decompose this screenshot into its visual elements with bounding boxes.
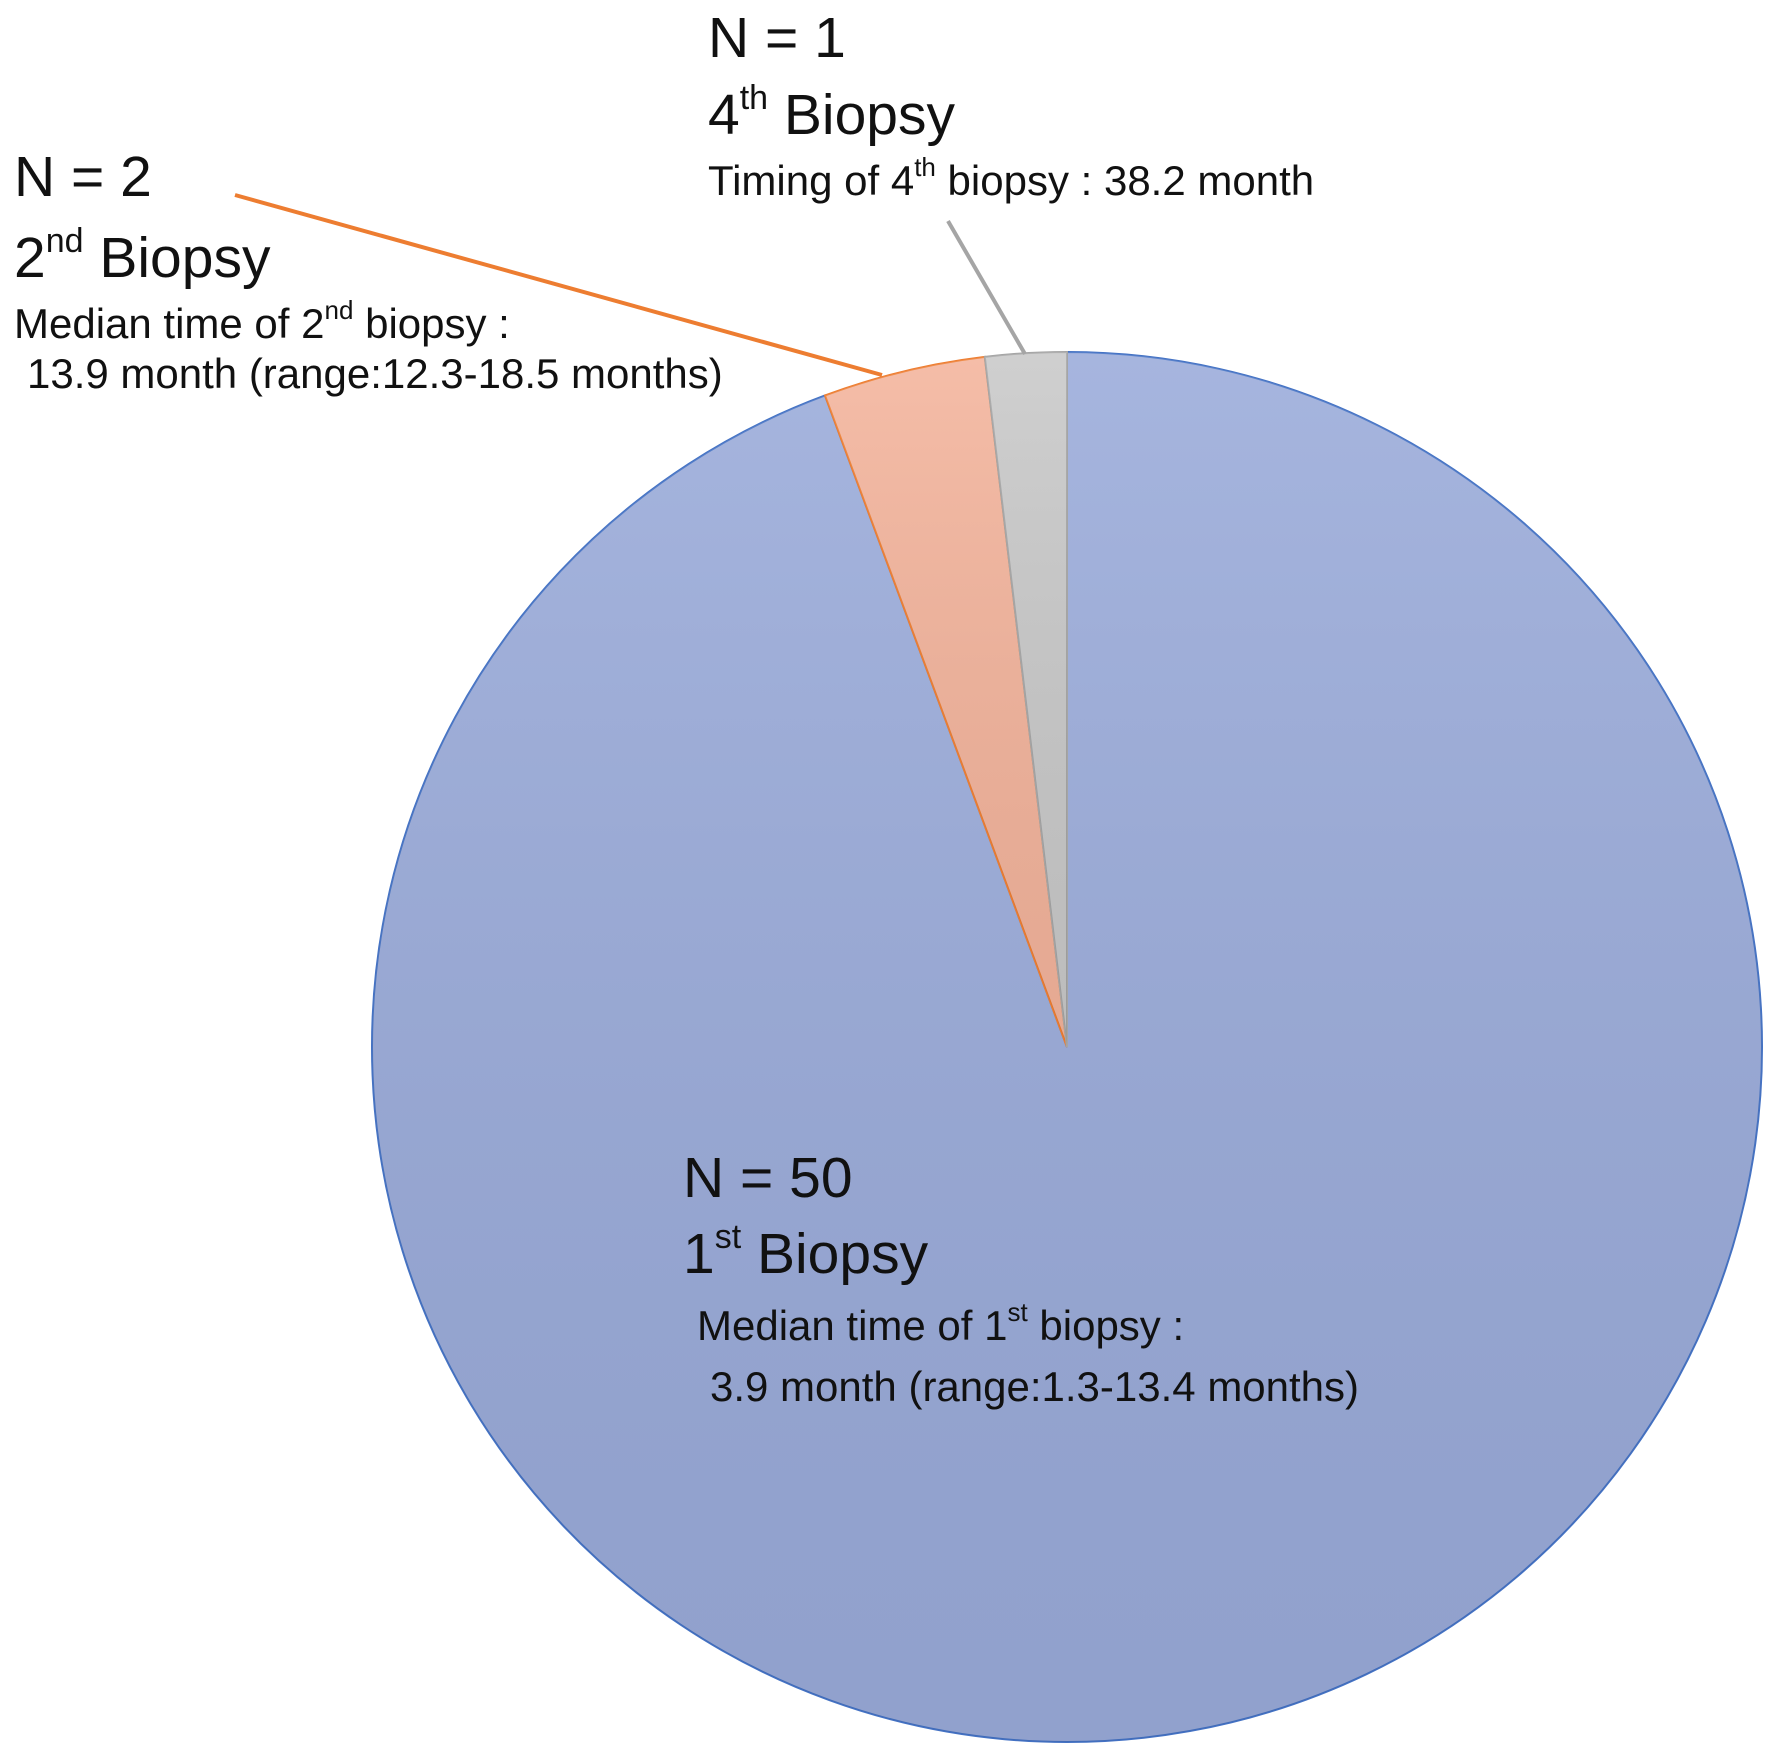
slice-shade [984,352,1067,1047]
slice-note-part: Median time of 1 [697,1302,1008,1349]
slice-note: Median time of 2nd biopsy : [14,295,510,347]
slice-label-part: 1 [683,1222,715,1286]
slice-note-part: st [1008,1297,1029,1327]
value-label: N = 2 [14,145,152,209]
slice-label-part: nd [46,222,84,260]
slice-note-part: 13.9 month (range:12.3-18.5 months) [27,350,723,397]
slice-note-part: Median time of 2 [14,300,325,347]
slice-label-part: 2 [14,226,46,290]
leader-line [234,193,883,377]
value-label: N = 1 [708,6,846,70]
slice-label-part: st [715,1218,742,1256]
slice-shade [824,356,1067,1047]
slice-note-part: biopsy : 38.2 month [936,157,1314,204]
slice-note-part: nd [325,295,354,325]
slice-note-part: th [914,152,936,182]
slice-note-part: biopsy : [353,300,509,347]
value-label: N = 50 [683,1146,853,1210]
slice-note-part: biopsy : [1028,1302,1184,1349]
slice-note-part: 3.9 month (range:1.3-13.4 months) [710,1363,1359,1410]
slice-label-part: Biopsy [741,1222,928,1286]
slice-note-part: Timing of 4 [708,157,914,204]
slice-label-part: 4 [708,83,740,147]
slice-label: 1st Biopsy [683,1218,929,1286]
slice-note: Median time of 1st biopsy : [697,1297,1184,1349]
slice-label-part: th [740,79,768,117]
leader-line [946,219,1027,356]
slice-label-part: Biopsy [768,83,955,147]
slice-note: 3.9 month (range:1.3-13.4 months) [710,1363,1359,1410]
slice-label: 2nd Biopsy [14,222,271,290]
slice-label: 4th Biopsy [708,79,955,147]
slice-label-part: Biopsy [84,226,271,290]
slice-note: Timing of 4th biopsy : 38.2 month [708,152,1314,204]
slice-note: 13.9 month (range:12.3-18.5 months) [27,350,723,397]
